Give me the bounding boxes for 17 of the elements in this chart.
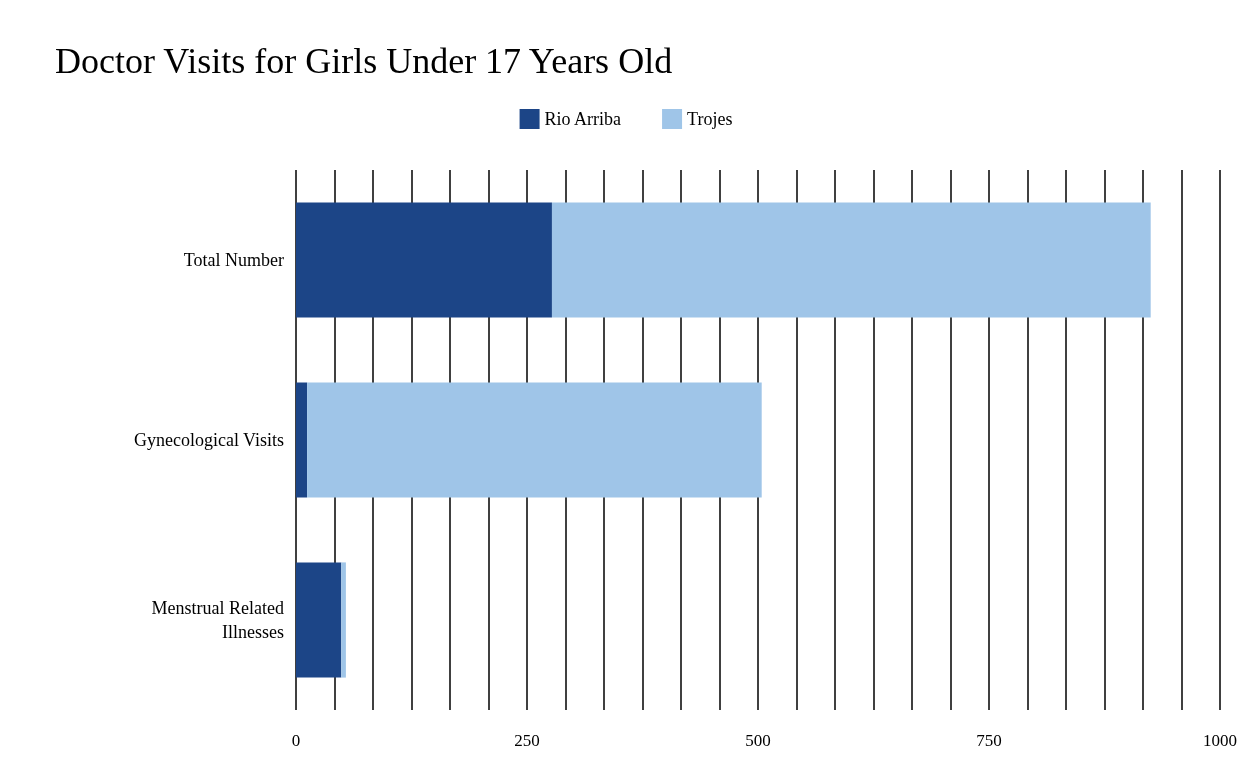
bar: [296, 562, 342, 678]
x-tick-label: 750: [976, 731, 1002, 750]
legend-label: Rio Arriba: [544, 109, 622, 129]
chart-title: Doctor Visits for Girls Under 17 Years Old: [55, 41, 673, 81]
bar: [296, 202, 552, 318]
y-tick-label: Menstrual Related Illnesses: [151, 598, 284, 642]
bar: [296, 382, 308, 498]
legend-label: Trojes: [687, 109, 733, 129]
bar: [551, 202, 1151, 318]
x-tick-label: 0: [291, 731, 301, 750]
bar: [307, 382, 762, 498]
bar: [341, 562, 346, 678]
x-tick-label: 250: [514, 731, 540, 750]
x-tick-label: 500: [745, 731, 771, 750]
x-tick-label: 1000: [1203, 731, 1237, 750]
y-tick-label: Total Number: [183, 250, 284, 270]
y-tick-label: Gynecological Visits: [133, 430, 284, 450]
